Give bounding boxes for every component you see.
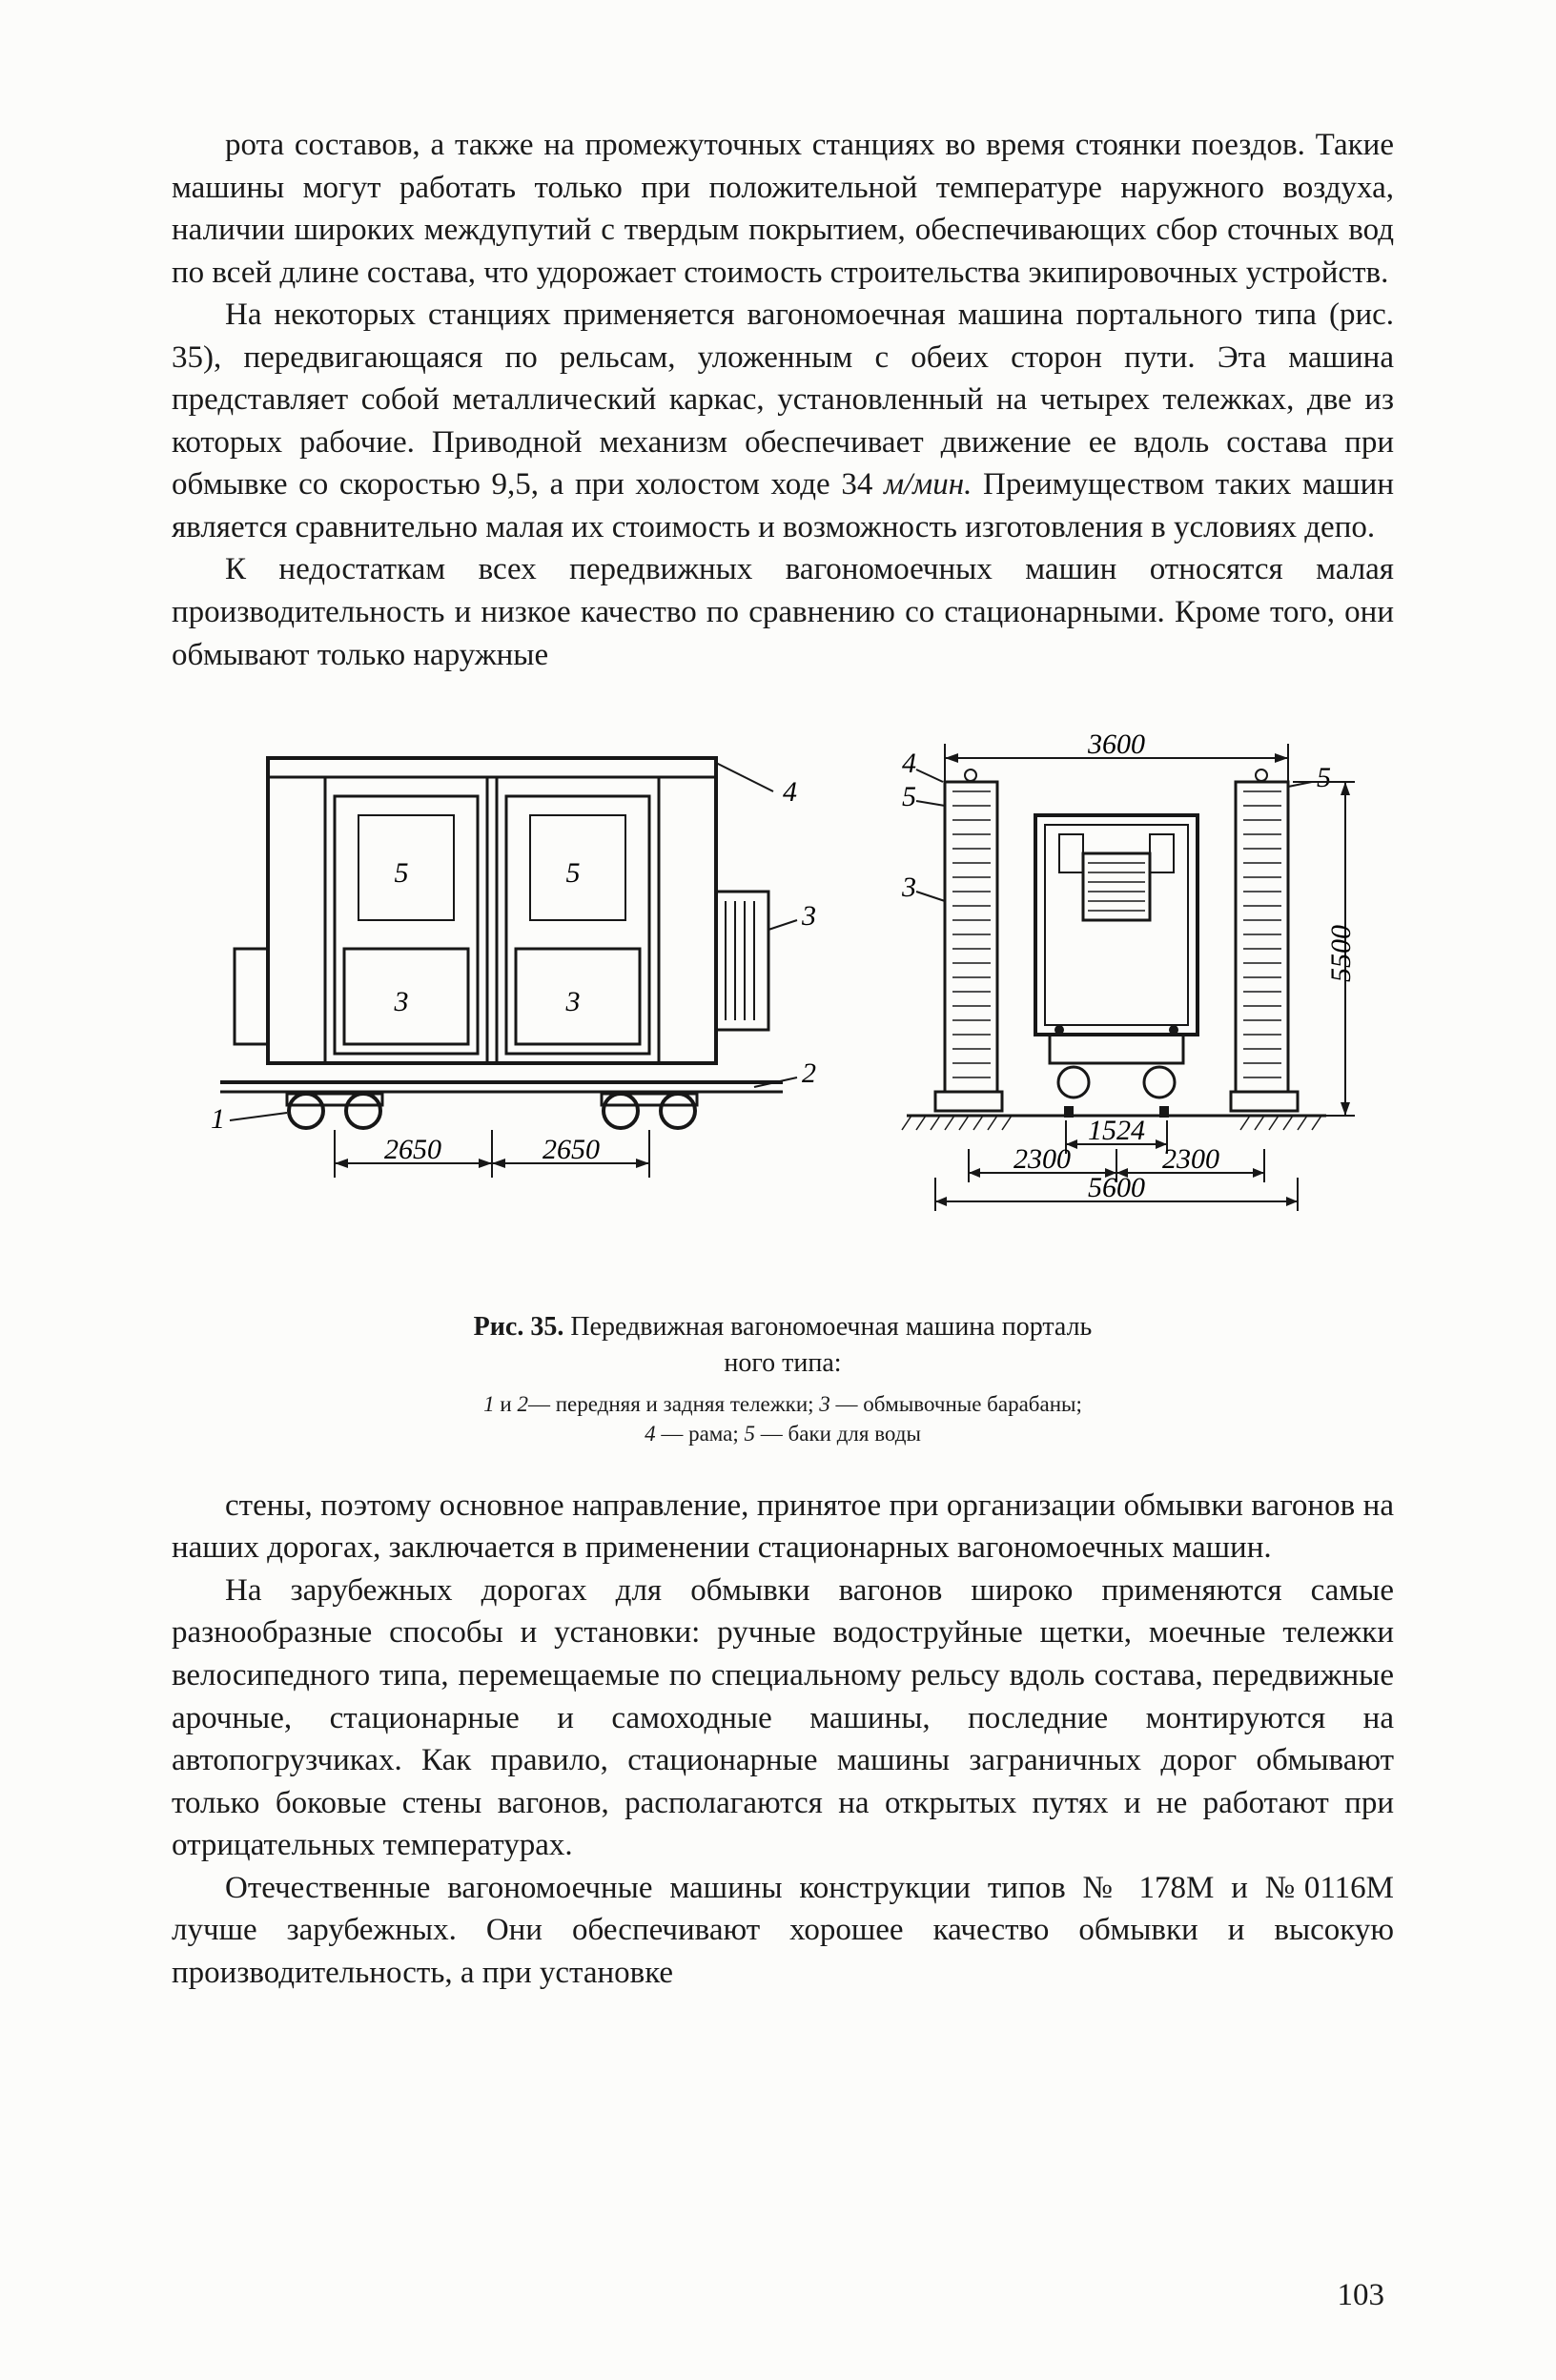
paragraph-3: К недостаткам всех передвижных вагономое… (172, 548, 1394, 676)
paragraph-2: На некоторых станциях применяется вагоно… (172, 294, 1394, 548)
callout-3-ptr: 3 (801, 900, 816, 932)
dims-bottom: 1524 2300 2300 (935, 1115, 1298, 1211)
callout-3-left-a: 3 (394, 986, 409, 1017)
dim-2650-b: 2650 (543, 1134, 600, 1165)
paragraph-4: стены, поэтому основное направление, при… (172, 1485, 1394, 1570)
legend-1: 1 (483, 1392, 495, 1416)
figure-title-b: ного типа: (724, 1348, 841, 1378)
page-number: 103 (1338, 2278, 1385, 2313)
dim-left: 2650 2650 (335, 1130, 649, 1178)
figure-35: 5 3 5 3 (172, 720, 1394, 1448)
bogie-right (602, 1094, 697, 1128)
callout-3-right: 3 (901, 872, 916, 903)
callout-5-left-b: 5 (566, 857, 581, 889)
dim-5500: 5500 (1325, 925, 1357, 982)
brush-right (1236, 769, 1288, 1092)
paragraph-5: На зарубежных дорогах для обмывки вагоно… (172, 1570, 1394, 1867)
dim-2650-a: 2650 (384, 1134, 441, 1165)
legend-3: 3 (819, 1392, 830, 1416)
paragraph-1: рота составов, а также на промежуточных … (172, 124, 1394, 294)
figure-legend: 1 и 2— передняя и задняя тележки; 3 — об… (297, 1389, 1269, 1448)
dim-5600: 5600 (1088, 1172, 1145, 1203)
dim-2300-b: 2300 (1162, 1143, 1219, 1175)
legend-5-text: — баки для воды (755, 1422, 921, 1446)
railcar (1035, 815, 1198, 1098)
callout-4-right: 4 (902, 748, 916, 779)
legend-3-text: — обмывочные барабаны; (830, 1392, 1082, 1416)
bogie-left (287, 1094, 382, 1128)
figure-title-a: Передвижная вагономоечная машина порталь (563, 1312, 1092, 1342)
figure-drawing: 5 3 5 3 (182, 720, 1383, 1292)
dim-2300-a: 2300 (1013, 1143, 1071, 1175)
legend-2: 2 (517, 1392, 528, 1416)
legend-12-text: — передняя и задняя тележки; (528, 1392, 819, 1416)
brush-left (945, 769, 997, 1092)
callout-5b-right: 5 (1317, 762, 1331, 793)
page: рота составов, а также на промежуточных … (0, 0, 1556, 2380)
callout-2-left: 2 (802, 1057, 816, 1089)
legend-4: 4 (645, 1422, 656, 1446)
dim-1524: 1524 (1088, 1115, 1145, 1146)
unit-mmin: м/мин. (884, 467, 972, 502)
callout-4-left: 4 (783, 776, 797, 808)
legend-and: и (495, 1392, 518, 1416)
callout-5-right: 5 (902, 781, 916, 812)
figure-caption: Рис. 35. Передвижная вагономоечная машин… (297, 1309, 1269, 1382)
figure-number: Рис. 35. (474, 1312, 564, 1342)
callout-1-left: 1 (211, 1103, 225, 1135)
callout-5-left-a: 5 (395, 857, 409, 889)
legend-5: 5 (745, 1422, 756, 1446)
left-view: 5 3 5 3 (211, 758, 816, 1178)
callout-3-left-b: 3 (565, 986, 581, 1017)
right-view: 3600 (901, 728, 1357, 1211)
paragraph-6: Отечественные вагономоечные машины конст… (172, 1867, 1394, 1995)
dim-3600: 3600 (1087, 728, 1145, 760)
legend-4-text: — рама; (656, 1422, 745, 1446)
